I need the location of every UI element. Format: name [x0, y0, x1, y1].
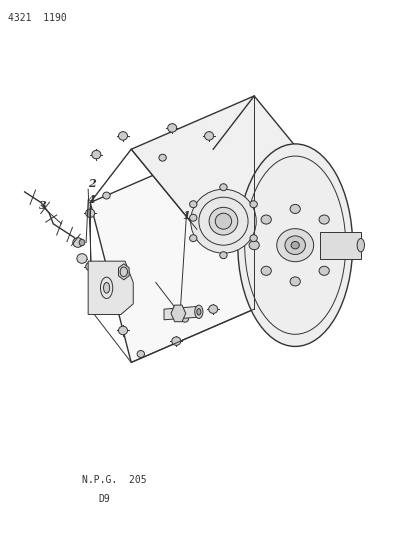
Ellipse shape [181, 315, 188, 322]
Ellipse shape [356, 239, 364, 252]
Text: D9: D9 [98, 494, 110, 504]
Ellipse shape [237, 144, 352, 346]
Ellipse shape [137, 351, 144, 358]
Ellipse shape [194, 305, 202, 318]
Ellipse shape [209, 207, 237, 235]
Ellipse shape [276, 229, 313, 262]
Ellipse shape [196, 309, 200, 315]
Polygon shape [164, 306, 198, 320]
Polygon shape [131, 96, 319, 229]
Text: 3: 3 [39, 200, 47, 211]
Ellipse shape [85, 209, 94, 217]
Ellipse shape [249, 201, 257, 208]
Ellipse shape [289, 277, 299, 286]
Ellipse shape [330, 241, 340, 249]
Ellipse shape [85, 262, 94, 271]
Ellipse shape [318, 266, 328, 276]
Ellipse shape [189, 214, 196, 221]
Ellipse shape [284, 236, 305, 255]
Ellipse shape [189, 235, 196, 241]
Ellipse shape [261, 215, 271, 224]
Ellipse shape [208, 305, 217, 313]
Ellipse shape [219, 252, 227, 259]
Ellipse shape [261, 266, 271, 276]
Ellipse shape [167, 124, 176, 132]
Ellipse shape [189, 201, 196, 208]
Text: 2: 2 [88, 179, 96, 189]
Ellipse shape [118, 326, 127, 335]
Ellipse shape [72, 238, 83, 247]
Text: 4: 4 [88, 195, 96, 205]
Ellipse shape [118, 132, 127, 140]
Polygon shape [90, 149, 254, 362]
Text: 4321  1190: 4321 1190 [8, 13, 67, 23]
Ellipse shape [289, 204, 299, 213]
Ellipse shape [318, 215, 328, 224]
Ellipse shape [103, 282, 110, 293]
Ellipse shape [159, 154, 166, 161]
Text: N.P.G.  205: N.P.G. 205 [82, 475, 146, 485]
Polygon shape [88, 261, 133, 314]
Polygon shape [319, 232, 360, 259]
Ellipse shape [249, 241, 258, 249]
Ellipse shape [215, 213, 231, 229]
Ellipse shape [204, 132, 213, 140]
Ellipse shape [219, 184, 227, 191]
Ellipse shape [290, 241, 299, 249]
Ellipse shape [171, 337, 180, 345]
Ellipse shape [77, 254, 87, 263]
Ellipse shape [92, 150, 101, 159]
Ellipse shape [103, 192, 110, 199]
Ellipse shape [79, 239, 85, 246]
Ellipse shape [249, 235, 257, 241]
Ellipse shape [96, 282, 103, 289]
Text: 1: 1 [182, 211, 190, 221]
Ellipse shape [190, 189, 256, 253]
